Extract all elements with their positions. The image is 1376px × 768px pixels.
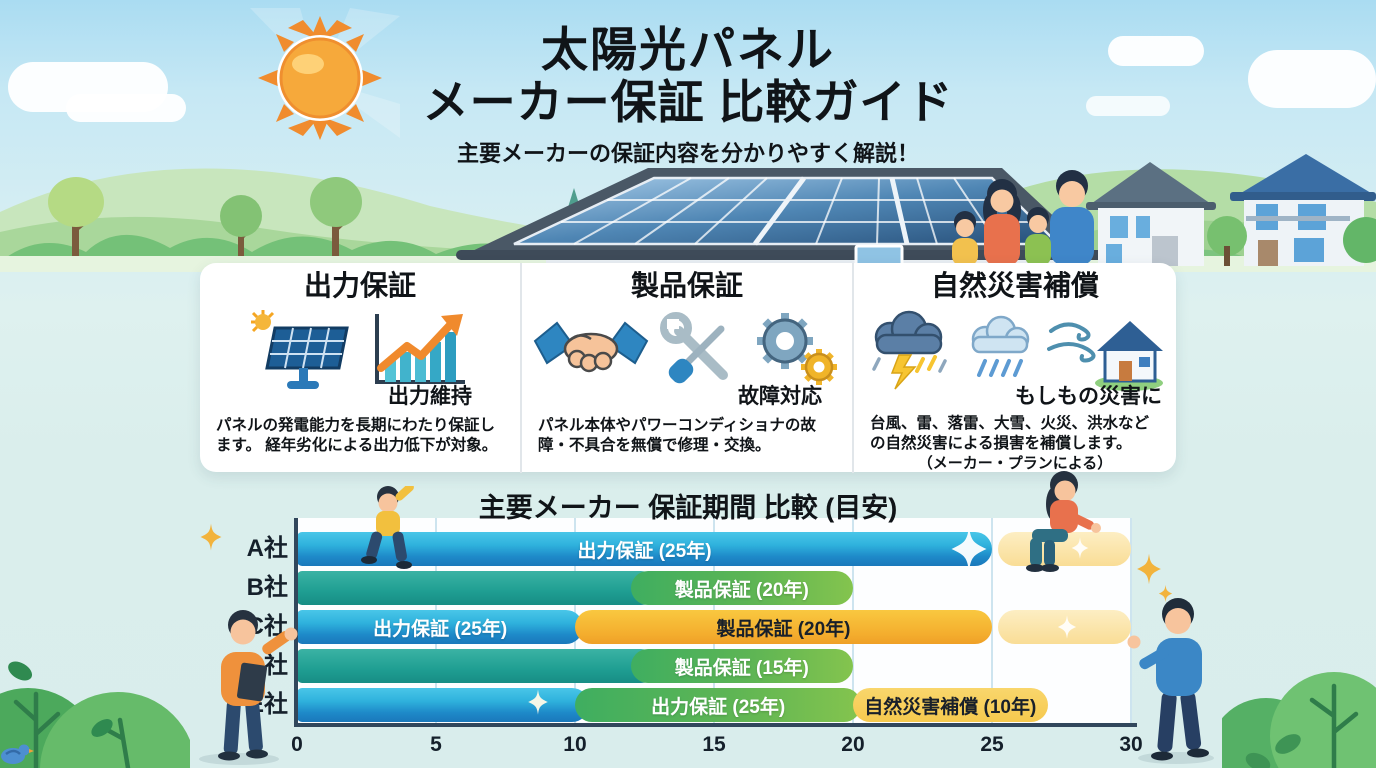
bar-segment-label: 出力保証 (25年) bbox=[577, 540, 712, 562]
axis-tick-label: 25 bbox=[980, 733, 1004, 756]
warranty-info-card: 出力保証 bbox=[200, 263, 1176, 474]
bar-segment-label: 製品保証 (15年) bbox=[674, 657, 809, 679]
card-output-warranty: 出力保証 bbox=[200, 263, 520, 473]
family-illustration bbox=[952, 170, 1094, 266]
rain-cloud-icon bbox=[971, 315, 1030, 377]
bar-segment: 製品保証 (15年) bbox=[630, 649, 853, 683]
bar-segment bbox=[297, 649, 659, 683]
bar-segment-label: 出力保証 (25年) bbox=[373, 618, 508, 640]
bar-segment-label: 出力保証 (25年) bbox=[651, 696, 786, 718]
bar-segment: 出力保証 (25年) bbox=[574, 688, 862, 722]
presenter-man-illustration bbox=[199, 610, 298, 765]
card-body-text: パネル本体やパワーコンディショナの故障・不具合を無償で修理・交換。 bbox=[538, 416, 816, 455]
bar-segment: 製品保証 (20年) bbox=[630, 571, 853, 605]
bar-segment: 出力保証 (25年) bbox=[297, 610, 584, 644]
axis-ticks: 0 5 10 15 20 25 30 bbox=[291, 733, 1143, 761]
card-title: 製品保証 bbox=[630, 270, 743, 301]
card-product-warranty: 製品保証 bbox=[520, 263, 852, 474]
wind-house-icon bbox=[1047, 320, 1163, 391]
card-icon-caption: もしもの災害に bbox=[1015, 384, 1162, 408]
sparkle-icon bbox=[200, 523, 222, 551]
sparkle-icon bbox=[1071, 537, 1089, 559]
axis-tick-label: 20 bbox=[841, 733, 865, 756]
sparkle-icon bbox=[1158, 584, 1173, 603]
sun-icon bbox=[250, 8, 400, 140]
bar-segment: 自然災害補償 (10年) bbox=[852, 688, 1048, 722]
axis-tick-label: 30 bbox=[1119, 733, 1143, 756]
bar-segment bbox=[297, 571, 659, 605]
gridline bbox=[1130, 518, 1132, 723]
handshake-icon bbox=[533, 321, 649, 373]
sparkle-icon bbox=[1137, 553, 1161, 585]
solar-house-illustration bbox=[456, 168, 1104, 266]
growth-chart-icon bbox=[375, 313, 465, 384]
gridline bbox=[991, 518, 993, 723]
sparkle-icon bbox=[951, 526, 987, 572]
axis-tick-label: 5 bbox=[430, 733, 442, 756]
y-axis-line bbox=[294, 518, 298, 727]
card-body-text: 台風、雷、落雷、大雪、火災、洪水などの自然災害による損害を補償します。 bbox=[870, 414, 1150, 453]
sitting-woman-illustration bbox=[1026, 471, 1101, 572]
axis-tick-label: 15 bbox=[702, 733, 726, 756]
axis-tick-label: 10 bbox=[563, 733, 587, 756]
header: 太陽光パネル メーカー保証 比較ガイド 主要メーカーの保証内容を分かりやすく解説… bbox=[0, 23, 1376, 168]
bar-segment-label: 製品保証 (20年) bbox=[674, 579, 809, 601]
bush-right-illustration bbox=[1222, 672, 1376, 768]
cloud bbox=[1108, 36, 1204, 66]
storm-cloud-icon bbox=[872, 310, 947, 390]
card-title: 出力保証 bbox=[303, 270, 416, 301]
bar-segment: 出力保証 (25年) bbox=[297, 532, 992, 566]
card-disaster-compensation: 自然災害補償 bbox=[852, 263, 1176, 474]
walking-kid-illustration bbox=[361, 486, 414, 569]
solar-panel-icon bbox=[251, 309, 349, 389]
waving-man-illustration bbox=[1127, 598, 1214, 764]
sparkle-icon bbox=[1057, 615, 1077, 639]
page-title-line2: メーカー保証 比較ガイド bbox=[422, 75, 954, 128]
page-title-line1: 太陽光パネル bbox=[541, 23, 835, 76]
page-subtitle: 主要メーカーの保証内容を分かりやすく解説！ bbox=[456, 141, 919, 167]
chart-title: 主要メーカー 保証期間 比較 (目安) bbox=[478, 493, 898, 523]
tools-icon bbox=[660, 311, 728, 384]
card-note-text: （メーカー・プランによる） bbox=[917, 454, 1113, 472]
row-label: A社 bbox=[246, 535, 288, 562]
neighbor-houses-illustration bbox=[1086, 154, 1376, 266]
axis-tick-label: 0 bbox=[291, 733, 303, 756]
card-icon-caption: 故障対応 bbox=[738, 384, 822, 408]
bush-left-illustration bbox=[0, 661, 190, 768]
card-icon-caption: 出力維持 bbox=[388, 384, 472, 408]
card-title: 自然災害補償 bbox=[930, 270, 1099, 301]
card-body-text: パネルの発電能力を長期にわたり保証します。 経年劣化による出力低下が対象。 bbox=[216, 416, 498, 455]
bar-segment: 製品保証 (20年) bbox=[574, 610, 992, 644]
bird-icon bbox=[1, 744, 34, 764]
sparkle-icon bbox=[528, 689, 548, 715]
cloud bbox=[1248, 50, 1376, 108]
x-axis-line bbox=[294, 723, 1137, 727]
cloud bbox=[1086, 96, 1170, 116]
plot-area: 出力保証 (25年) 製品保証 (20年) 出力保証 (25年) 製品保証 (20年)… bbox=[297, 518, 1132, 723]
cloud bbox=[66, 94, 186, 122]
bar-segment-label: 自然災害補償 (10年) bbox=[864, 696, 1037, 718]
gears-icon bbox=[757, 312, 837, 385]
bar-segment-label: 製品保証 (20年) bbox=[716, 618, 851, 640]
row-label: B社 bbox=[246, 574, 288, 601]
